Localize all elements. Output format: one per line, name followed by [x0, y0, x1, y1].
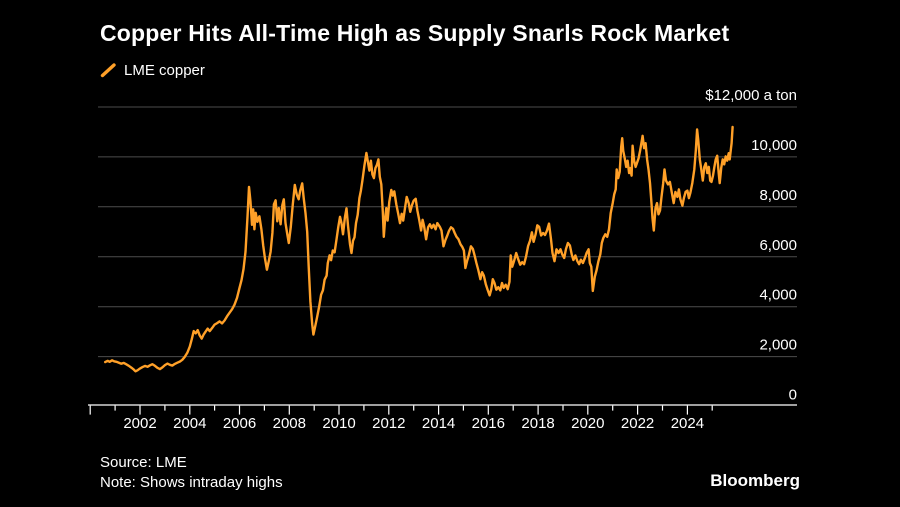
- x-tick-label-2022: 2022: [621, 415, 654, 432]
- source-note-block: Source: LME Note: Shows intraday highs: [100, 453, 283, 493]
- y-tick-label-6000: 6,000: [759, 237, 797, 254]
- y-tick-label-12000: $12,000 a ton: [705, 87, 797, 104]
- y-tick-label-2000: 2,000: [759, 337, 797, 354]
- note-text: Note: Shows intraday highs: [100, 474, 283, 491]
- bloomberg-logo: Bloomberg: [710, 471, 800, 490]
- y-tick-label-4000: 4,000: [759, 287, 797, 304]
- series-line-0: [103, 125, 734, 373]
- legend: LME copper: [100, 62, 205, 79]
- diagonal-line-icon: [100, 63, 116, 78]
- y-tick-label-8000: 8,000: [759, 187, 797, 204]
- y-tick-label-0: 0: [789, 387, 797, 404]
- legend-label: LME copper: [124, 62, 205, 79]
- y-tick-label-10000: 10,000: [751, 137, 797, 154]
- x-tick-label-2006: 2006: [223, 415, 256, 432]
- x-tick-label-2010: 2010: [322, 415, 355, 432]
- x-tick-label-2004: 2004: [173, 415, 206, 432]
- x-tick-label-2012: 2012: [372, 415, 405, 432]
- chart-title: Copper Hits All-Time High as Supply Snar…: [100, 20, 730, 46]
- x-tick-label-2008: 2008: [273, 415, 306, 432]
- x-tick-label-2020: 2020: [571, 415, 604, 432]
- x-tick-label-2016: 2016: [472, 415, 505, 432]
- x-tick-label-2002: 2002: [123, 415, 156, 432]
- x-tick-label-2014: 2014: [422, 415, 455, 432]
- source-text: Source: LME: [100, 454, 187, 471]
- x-tick-label-2018: 2018: [521, 415, 554, 432]
- x-tick-label-2024: 2024: [671, 415, 704, 432]
